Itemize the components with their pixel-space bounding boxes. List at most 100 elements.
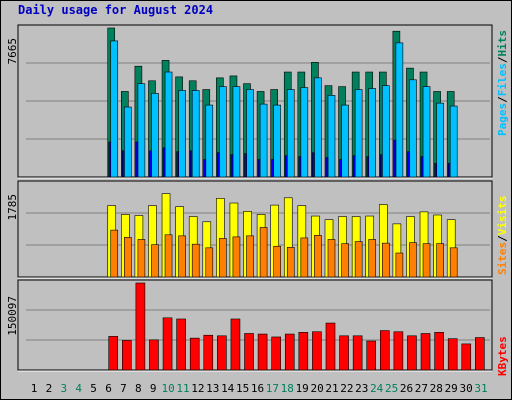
x-tick-label: 6 bbox=[105, 382, 112, 395]
x-tick-label: 12 bbox=[191, 382, 204, 395]
pages-bar bbox=[380, 154, 383, 178]
kbytes-bar bbox=[217, 335, 227, 371]
files-bar bbox=[259, 103, 268, 178]
legend-sites-visits: Sites/Visits bbox=[496, 196, 509, 276]
kbytes-bar bbox=[461, 343, 472, 371]
kbytes-bar bbox=[135, 282, 146, 371]
x-tick-label: 1 bbox=[31, 382, 38, 395]
files-bar bbox=[382, 85, 390, 178]
files-bar bbox=[409, 79, 417, 178]
pages-bar bbox=[108, 141, 112, 178]
kbytes-bar bbox=[108, 336, 119, 371]
files-bar bbox=[273, 104, 281, 178]
kbytes-bar bbox=[325, 322, 336, 371]
legend-entry: / bbox=[496, 96, 509, 103]
sites-bar bbox=[137, 239, 146, 278]
kbytes-bar bbox=[420, 333, 431, 371]
kbytes-bar bbox=[352, 335, 363, 371]
pages-bar bbox=[312, 152, 315, 178]
legend-pages-files-hits: Pages/Files/Hits bbox=[496, 30, 509, 136]
y-max-label: 150097 bbox=[6, 296, 19, 336]
sites-bar bbox=[124, 237, 132, 278]
sites-bar bbox=[354, 241, 363, 278]
legend-entry: Sites bbox=[496, 242, 509, 275]
x-tick-label: 28 bbox=[430, 382, 443, 395]
sites-bar bbox=[341, 243, 349, 278]
x-tick-label: 13 bbox=[206, 382, 219, 395]
x-tick-label: 4 bbox=[75, 382, 82, 395]
files-bar bbox=[164, 71, 173, 178]
pages-bar bbox=[352, 155, 356, 178]
files-bar bbox=[246, 89, 254, 178]
legend-entry: KBytes bbox=[496, 336, 509, 376]
files-bar bbox=[300, 87, 309, 178]
files-bar bbox=[449, 105, 458, 178]
kbytes-bar bbox=[475, 337, 485, 371]
kbytes-bar bbox=[257, 333, 268, 371]
kbytes-bar bbox=[122, 340, 132, 371]
legend-kbytes: KBytes bbox=[496, 336, 509, 376]
kbytes-bar bbox=[162, 317, 173, 371]
pages-bar bbox=[298, 156, 302, 178]
x-tick-label: 20 bbox=[310, 382, 323, 395]
x-tick-label: 14 bbox=[221, 382, 235, 395]
x-tick-label: 8 bbox=[135, 382, 142, 395]
pages-bar bbox=[149, 150, 152, 178]
x-tick-label: 25 bbox=[385, 382, 398, 395]
files-bar bbox=[219, 86, 227, 178]
legend-entry: Visits bbox=[496, 196, 509, 236]
files-bar bbox=[151, 93, 159, 178]
x-tick-label: 31 bbox=[474, 382, 487, 395]
sites-bar bbox=[273, 245, 281, 278]
chart-title: Daily usage for August 2024 bbox=[18, 3, 214, 17]
legend-entry: Files bbox=[496, 63, 509, 96]
kbytes-bar bbox=[189, 337, 200, 371]
x-tick-label: 30 bbox=[459, 382, 472, 395]
x-tick-label: 10 bbox=[161, 382, 174, 395]
x-tick-label: 5 bbox=[90, 382, 97, 395]
files-bar bbox=[137, 83, 146, 178]
sites-bar bbox=[422, 243, 431, 278]
x-tick-label: 7 bbox=[120, 382, 127, 395]
y-max-label: 1785 bbox=[6, 194, 19, 221]
x-tick-label: 29 bbox=[445, 382, 458, 395]
files-bar bbox=[232, 86, 241, 178]
x-tick-label: 17 bbox=[266, 382, 279, 395]
pages-bar bbox=[135, 141, 139, 178]
x-tick-label: 3 bbox=[60, 382, 67, 395]
legend-entry: / bbox=[496, 235, 509, 242]
x-tick-label: 24 bbox=[370, 382, 384, 395]
sites-bar bbox=[300, 237, 309, 278]
x-tick-label: 11 bbox=[176, 382, 189, 395]
sites-bar bbox=[246, 235, 254, 278]
files-bar bbox=[422, 86, 431, 178]
legend-entry: Pages bbox=[496, 103, 509, 136]
kbytes-bar bbox=[339, 335, 349, 371]
x-tick-label: 22 bbox=[340, 382, 353, 395]
kbytes-bar bbox=[312, 331, 322, 371]
kbytes-bar bbox=[271, 336, 281, 371]
pages-bar bbox=[325, 157, 329, 178]
files-bar bbox=[124, 106, 132, 178]
kbytes-bar bbox=[176, 318, 186, 371]
sites-bar bbox=[286, 247, 295, 278]
sites-bar bbox=[327, 239, 336, 278]
x-tick-label: 9 bbox=[150, 382, 157, 395]
sites-bar bbox=[395, 252, 404, 278]
pages-bar bbox=[176, 151, 179, 178]
legend-entry: / bbox=[496, 56, 509, 63]
sites-bar bbox=[382, 242, 390, 278]
pages-bar bbox=[162, 147, 166, 178]
pages-bar bbox=[366, 156, 370, 178]
kbytes-bar bbox=[203, 334, 214, 371]
files-bar bbox=[110, 40, 119, 178]
files-bar bbox=[436, 102, 444, 178]
x-tick-label: 2 bbox=[46, 382, 53, 395]
files-bar bbox=[395, 42, 404, 178]
sites-bar bbox=[219, 238, 227, 278]
kbytes-bar bbox=[434, 332, 444, 371]
pages-bar bbox=[420, 156, 424, 178]
kbytes-bar bbox=[447, 338, 458, 371]
files-bar bbox=[286, 89, 295, 178]
